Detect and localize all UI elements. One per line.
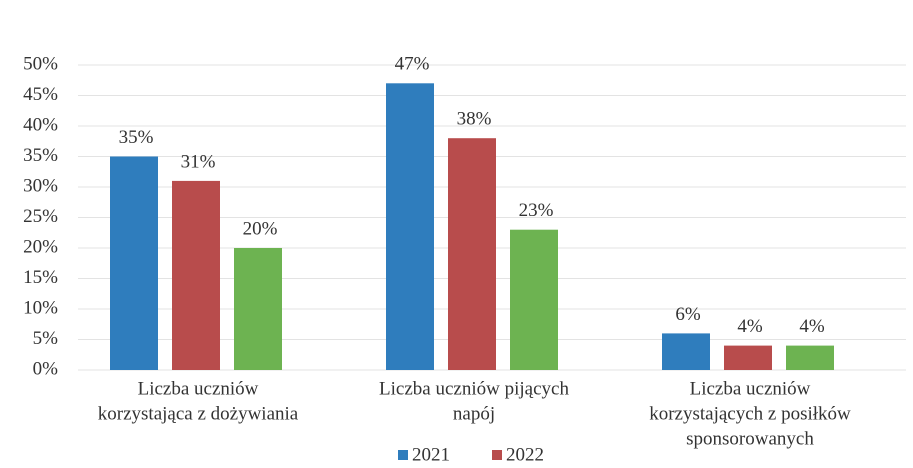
bar: [448, 138, 496, 370]
y-tick-label: 50%: [23, 53, 58, 74]
y-tick-label: 35%: [23, 145, 58, 166]
y-tick-label: 15%: [23, 267, 58, 288]
y-tick-label: 0%: [33, 358, 59, 379]
y-tick-label: 30%: [23, 175, 58, 196]
x-tick-label: korzystająca z dożywiania: [98, 403, 299, 424]
x-tick-label: Liczba uczniów: [690, 378, 811, 399]
y-tick-label: 10%: [23, 297, 58, 318]
bar: [110, 156, 158, 370]
bar: [662, 333, 710, 370]
value-label: 6%: [675, 304, 701, 325]
legend-swatch: [398, 450, 408, 460]
x-tick-label: Liczba uczniów pijących: [379, 378, 569, 399]
value-label: 35%: [119, 127, 154, 148]
x-tick-label: korzystających z posiłków: [649, 403, 851, 424]
bar: [786, 345, 834, 370]
y-tick-label: 25%: [23, 206, 58, 227]
value-label: 4%: [799, 316, 825, 337]
value-label: 47%: [395, 54, 430, 75]
legend-label: 2021: [412, 444, 450, 465]
y-tick-label: 20%: [23, 236, 58, 257]
bar: [386, 83, 434, 371]
bar: [510, 229, 558, 370]
bar: [172, 180, 220, 370]
legend-swatch: [492, 450, 502, 460]
value-label: 23%: [519, 200, 554, 221]
value-label: 20%: [243, 218, 278, 239]
legend-label: 2022: [506, 444, 544, 465]
y-tick-label: 40%: [23, 114, 58, 135]
value-label: 4%: [737, 316, 763, 337]
y-tick-label: 45%: [23, 84, 58, 105]
bar: [724, 345, 772, 370]
y-tick-label: 5%: [33, 328, 59, 349]
x-tick-label: napój: [453, 403, 495, 424]
bar: [234, 248, 282, 370]
x-tick-label: sponsorowanych: [686, 428, 814, 449]
value-label: 38%: [457, 109, 492, 130]
x-tick-label: Liczba uczniów: [138, 378, 259, 399]
value-label: 31%: [181, 151, 216, 172]
